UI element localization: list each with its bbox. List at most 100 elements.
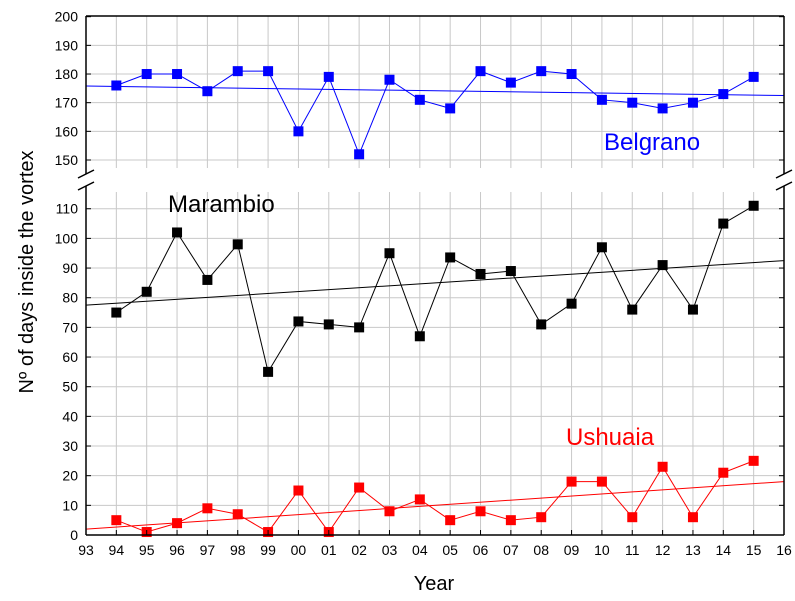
tick-labels: 93 94 95 96 97 98 99 00 01 02 03 04 05 06 07 08 09 10 11 12…: [55, 9, 792, 558]
belgrano-point: [596, 94, 607, 105]
x-tick-label: 12: [655, 542, 671, 558]
ushuaia-point: [596, 476, 607, 487]
x-tick-label: 95: [139, 542, 155, 558]
y-tick-label: 20: [62, 468, 78, 484]
ushuaia-point: [354, 482, 365, 493]
y-tick-label: 50: [62, 379, 78, 395]
y-tick-label: 190: [55, 37, 79, 53]
ushuaia-series-line: [116, 460, 754, 533]
ushuaia-point: [718, 467, 729, 478]
legend-belgrano: Belgrano: [604, 129, 700, 156]
belgrano-point: [445, 103, 456, 114]
marambio-series-line: [116, 205, 754, 374]
ushuaia-point: [445, 515, 456, 526]
x-tick-label: 09: [564, 542, 580, 558]
marambio-point: [748, 200, 759, 211]
x-tick-label: 94: [109, 542, 125, 558]
belgrano-point: [536, 66, 547, 77]
y-tick-label: 10: [62, 497, 78, 513]
ushuaia-trend-line: [85, 481, 785, 530]
axis-break-mark: [77, 169, 95, 179]
marambio-point: [536, 319, 547, 330]
x-tick-label: 02: [351, 542, 367, 558]
marambio-point: [202, 274, 213, 285]
ushuaia-point: [232, 509, 243, 520]
y-axis-title: Nº of days inside the vortex: [16, 151, 38, 394]
axis-break-mark: [775, 169, 793, 179]
marambio-point: [566, 298, 577, 309]
x-tick-label: 05: [442, 542, 458, 558]
marambio-point: [475, 268, 486, 279]
y-tick-label: 40: [62, 408, 78, 424]
axes: [77, 15, 793, 536]
x-tick-label: 10: [594, 542, 610, 558]
grid: [86, 16, 784, 535]
marambio-trend-line: [85, 260, 785, 306]
x-tick-label: 98: [230, 542, 246, 558]
belgrano-point: [505, 77, 516, 88]
x-tick-label: 97: [200, 542, 216, 558]
x-axis-title: Year: [414, 573, 455, 595]
belgrano-point: [657, 103, 668, 114]
marambio-point: [263, 366, 274, 377]
x-tick-label: 07: [503, 542, 519, 558]
belgrano-point: [232, 66, 243, 77]
ushuaia-point: [748, 455, 759, 466]
x-tick-label: 99: [260, 542, 276, 558]
belgrano-trend-line: [85, 85, 785, 97]
legend-marambio: Marambio: [168, 191, 275, 218]
y-tick-label: 200: [55, 9, 79, 25]
x-tick-label: 08: [533, 542, 549, 558]
y-tick-label: 180: [55, 66, 79, 82]
y-tick-label: 90: [62, 260, 78, 276]
x-tick-label: 06: [473, 542, 489, 558]
belgrano-point: [566, 69, 577, 80]
x-tick-label: 11: [625, 542, 640, 558]
ushuaia-point: [566, 476, 577, 487]
axis-break-mark: [77, 181, 95, 191]
y-tick-label: 170: [55, 95, 79, 111]
y-tick-label: 60: [62, 349, 78, 365]
trend-lines: [85, 85, 785, 530]
axis-break-mark: [775, 181, 793, 191]
x-tick-label: 01: [321, 542, 337, 558]
ushuaia-point: [293, 485, 304, 496]
belgrano-point: [202, 86, 213, 97]
belgrano-point: [293, 126, 304, 137]
x-tick-label: 16: [776, 542, 792, 558]
belgrano-point: [354, 149, 365, 160]
ushuaia-point: [536, 512, 547, 523]
belgrano-series-line: [116, 70, 754, 156]
marambio-point: [687, 304, 698, 315]
belgrano-point: [414, 94, 425, 105]
belgrano-point: [263, 66, 274, 77]
belgrano-point: [172, 69, 183, 80]
marambio-point: [384, 248, 395, 259]
x-tick-label: 96: [169, 542, 185, 558]
x-tick-label: 14: [716, 542, 732, 558]
belgrano-point: [141, 69, 152, 80]
y-tick-label: 160: [55, 123, 79, 139]
y-tick-label: 0: [70, 527, 78, 543]
marambio-point: [232, 239, 243, 250]
marambio-point: [293, 316, 304, 327]
ushuaia-point: [687, 512, 698, 523]
belgrano-point: [718, 89, 729, 100]
marambio-point: [141, 286, 152, 297]
ushuaia-point: [657, 461, 668, 472]
x-tick-label: 00: [291, 542, 307, 558]
ushuaia-point: [627, 512, 638, 523]
x-tick-label: 03: [382, 542, 398, 558]
legend-ushuaia: Ushuaia: [566, 424, 655, 451]
y-tick-label: 100: [55, 230, 79, 246]
y-tick-label: 80: [62, 290, 78, 306]
y-tick-label: 150: [55, 152, 79, 168]
ushuaia-point: [414, 494, 425, 505]
marambio-point: [505, 266, 516, 277]
ushuaia-point: [172, 518, 183, 529]
belgrano-point: [111, 80, 122, 91]
marambio-point: [172, 227, 183, 238]
marambio-point: [323, 319, 334, 330]
x-tick-label: 13: [685, 542, 701, 558]
marambio-point: [111, 307, 122, 318]
